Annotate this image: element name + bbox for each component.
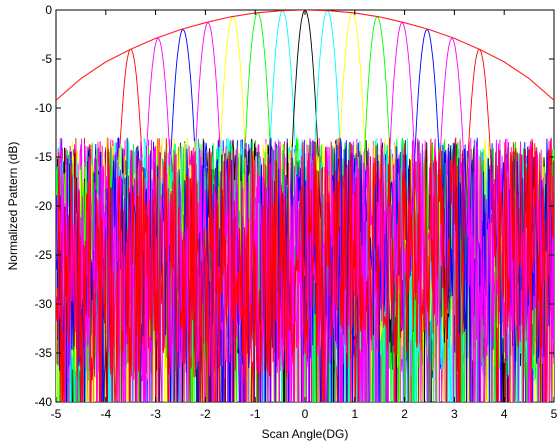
x-tick-label: -2	[200, 407, 211, 421]
x-tick-label: -1	[250, 407, 261, 421]
x-tick-label: 4	[501, 407, 508, 421]
y-tick-label: -5	[41, 52, 52, 66]
x-tick-label: -4	[100, 407, 111, 421]
y-tick-label: -35	[35, 346, 53, 360]
x-tick-label: -5	[51, 407, 62, 421]
y-tick-label: -10	[35, 101, 53, 115]
x-tick-label: 5	[551, 407, 558, 421]
y-tick-label: -20	[35, 199, 53, 213]
x-tick-label: 3	[451, 407, 458, 421]
x-tick-label: 1	[351, 407, 358, 421]
y-tick-label: -40	[35, 395, 53, 409]
y-tick-label: -15	[35, 150, 53, 164]
x-axis-title: Scan Angle(DG)	[262, 427, 349, 441]
x-tick-label: -3	[150, 407, 161, 421]
y-tick-label: -25	[35, 248, 53, 262]
axis-layer: -5 -4 -3 -2 -1 0 1 2 3 4 50-5-10-15-20-25-30-35-40	[35, 3, 558, 421]
y-axis-title: Normalized Pattern (dB)	[6, 142, 20, 271]
x-tick-label: 0	[302, 407, 309, 421]
envelope-series	[56, 10, 554, 101]
y-tick-label: 0	[45, 3, 52, 17]
y-tick-label: -30	[35, 297, 53, 311]
beam-series-15	[56, 48, 554, 402]
series-layer	[56, 10, 554, 402]
x-tick-label: 2	[401, 407, 408, 421]
